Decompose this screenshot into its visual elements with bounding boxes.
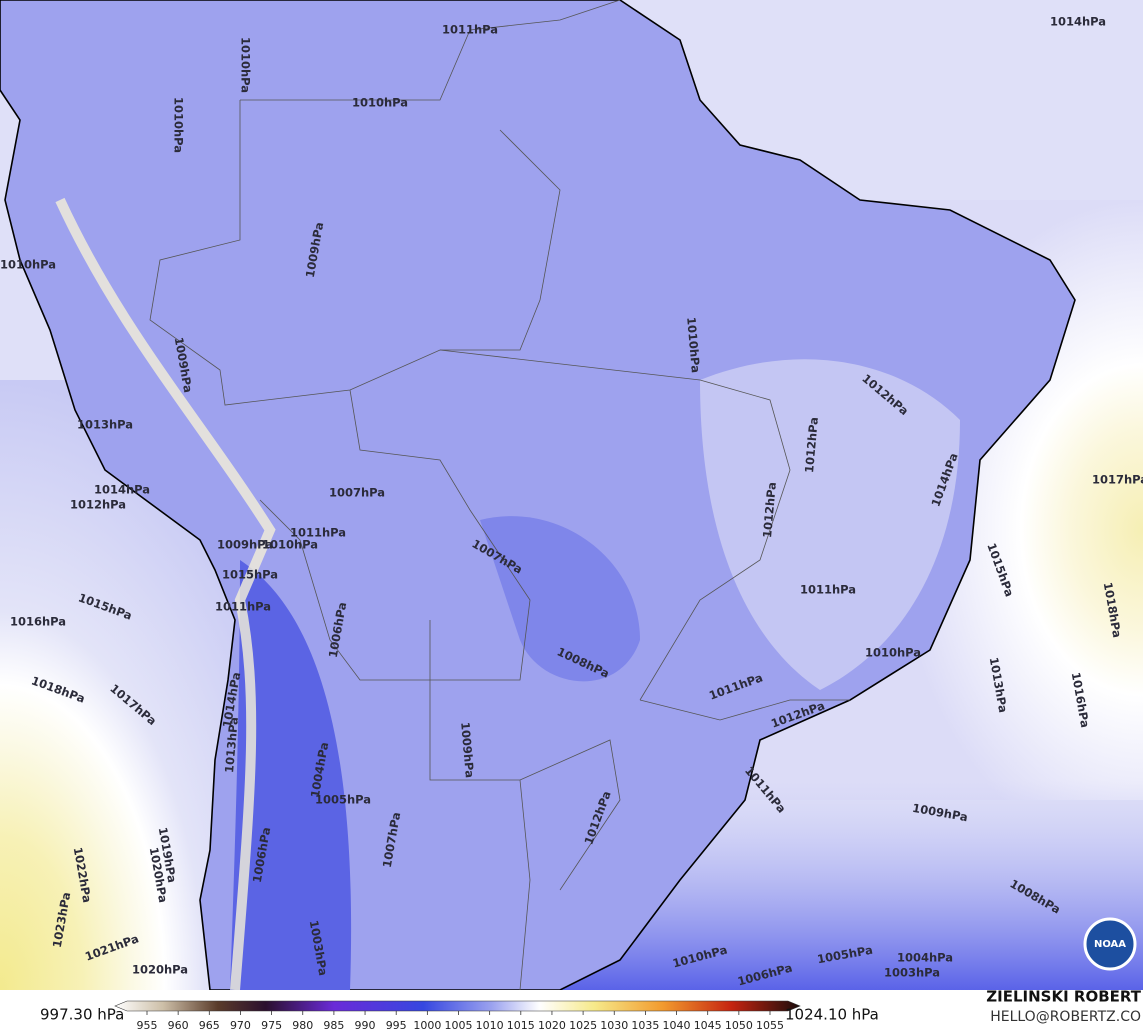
isobar-label: 1010hPa bbox=[239, 37, 253, 93]
isobar-label: 1011hPa bbox=[290, 526, 346, 540]
isobar-label: 1005hPa bbox=[315, 793, 371, 807]
isobar-label: 1012hPa bbox=[70, 498, 126, 512]
isobar-label: 1013hPa bbox=[77, 418, 133, 432]
low-area bbox=[230, 560, 352, 990]
colorbar-tick-label: 990 bbox=[355, 1019, 376, 1032]
colorbar-min: 997.30 hPa bbox=[40, 1006, 124, 1024]
colorbar-tick-label: 1035 bbox=[631, 1019, 659, 1032]
high-area bbox=[700, 359, 960, 690]
isobar-label: 1010hPa bbox=[352, 96, 408, 110]
colorbar-tick-label: 965 bbox=[199, 1019, 220, 1032]
colorbar-tick-label: 1010 bbox=[476, 1019, 504, 1032]
colorbar-tick-label: 1005 bbox=[445, 1019, 473, 1032]
colorbar-tick-label: 1050 bbox=[725, 1019, 753, 1032]
isobar-label: 1004hPa bbox=[897, 951, 953, 965]
contact: HELLO@ROBERTZ.CO bbox=[990, 1009, 1141, 1025]
isobar-label: 1007hPa bbox=[329, 486, 385, 500]
isobar-label: 1015hPa bbox=[222, 568, 278, 582]
colorbar-max: 1024.10 hPa bbox=[785, 1006, 879, 1024]
colorbar-tick-label: 975 bbox=[261, 1019, 282, 1032]
isobar-label: 1016hPa bbox=[10, 615, 66, 629]
footer bbox=[0, 990, 1143, 1035]
isobar-label: 1009hPa bbox=[458, 721, 477, 778]
colorbar-ticks: 955 960 965 970 975 980 985 990 995 1000 1005 1010 1… bbox=[137, 1011, 784, 1032]
colorbar bbox=[114, 1000, 801, 1012]
author: ZIELINSKI ROBERT bbox=[986, 988, 1141, 1006]
colorbar-tick-label: 1025 bbox=[569, 1019, 597, 1032]
colorbar-tick-label: 960 bbox=[168, 1019, 189, 1032]
noaa-logo: NOAA bbox=[1083, 917, 1137, 971]
colorbar-tick-label: 995 bbox=[386, 1019, 407, 1032]
colorbar-tick-label: 1000 bbox=[413, 1019, 441, 1032]
isobar-label: 1017hPa bbox=[1092, 473, 1143, 487]
isobar-label: 1003hPa bbox=[884, 966, 940, 980]
isobar-label: 1010hPa bbox=[172, 97, 186, 153]
isobar-label: 1010hPa bbox=[262, 538, 318, 552]
isobar-label: 1013hPa bbox=[222, 716, 241, 773]
colorbar-tick-label: 1055 bbox=[756, 1019, 784, 1032]
isobar-label: 1012hPa bbox=[760, 481, 779, 538]
low-area bbox=[480, 516, 640, 682]
isobar-label: 1010hPa bbox=[865, 646, 921, 660]
isobar-label: 1011hPa bbox=[442, 23, 498, 37]
isobar-label: 1010hPa bbox=[684, 316, 703, 373]
colorbar-tick-label: 1020 bbox=[538, 1019, 566, 1032]
colorbar-tick-label: 1040 bbox=[663, 1019, 691, 1032]
colorbar-tick-label: 1045 bbox=[694, 1019, 722, 1032]
isobar-label: 1012hPa bbox=[802, 416, 821, 473]
colorbar-tick-label: 1015 bbox=[507, 1019, 535, 1032]
colorbar-tick-label: 955 bbox=[137, 1019, 158, 1032]
colorbar-tick-label: 985 bbox=[323, 1019, 344, 1032]
isobar-label: 1011hPa bbox=[800, 583, 856, 597]
colorbar-tick-label: 1030 bbox=[600, 1019, 628, 1032]
isobar-label: 1014hPa bbox=[1050, 15, 1106, 29]
borders bbox=[149, 0, 850, 991]
isobar-label: 1014hPa bbox=[94, 483, 150, 497]
colorbar-tick-label: 970 bbox=[230, 1019, 251, 1032]
isobar-label: 1010hPa bbox=[0, 258, 56, 272]
isobar-label: 1009hPa bbox=[217, 538, 273, 552]
isobar-label: 1011hPa bbox=[215, 600, 271, 614]
isobar-label: 1020hPa bbox=[132, 963, 188, 977]
logo-text: NOAA bbox=[1094, 939, 1126, 950]
andes bbox=[55, 197, 276, 991]
logo-circle bbox=[1083, 917, 1137, 971]
colorbar-tick-label: 980 bbox=[292, 1019, 313, 1032]
